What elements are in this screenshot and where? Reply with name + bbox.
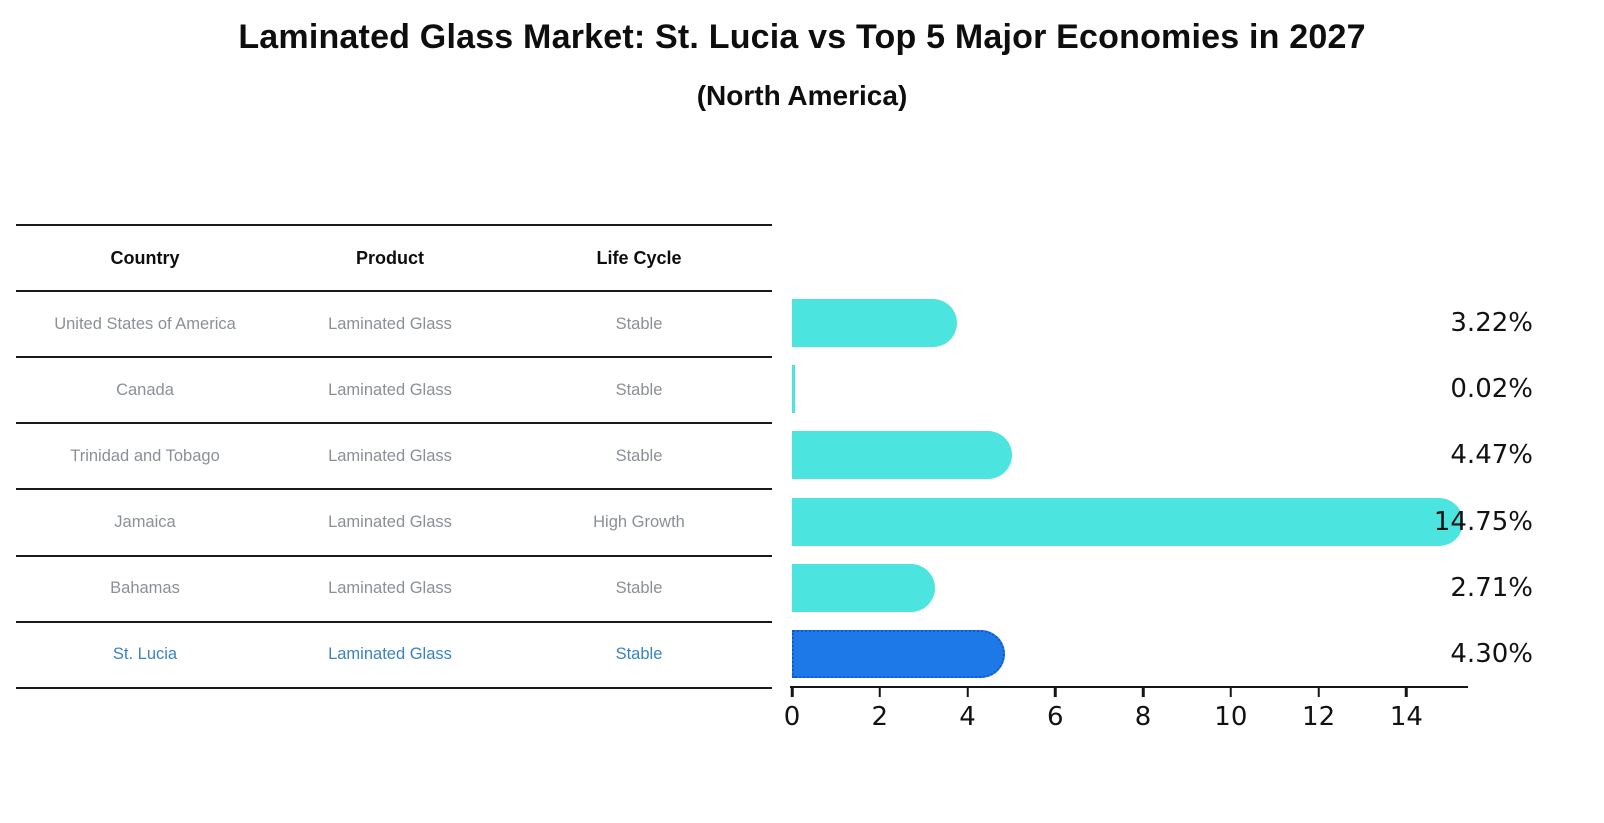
table-cell-life-cycle: Stable [615, 446, 663, 465]
table-cell-country: Jamaica [114, 513, 176, 532]
table-header-row: Country Product Life Cycle [16, 226, 772, 292]
x-axis-tick [1317, 688, 1320, 697]
table-cell-product: Laminated Glass [328, 314, 452, 333]
table-cell-product: Laminated Glass [328, 579, 452, 598]
table-cell-country: Canada [116, 380, 174, 399]
bar [792, 563, 936, 612]
table-header-country: Country [110, 247, 180, 268]
table-cell-life-cycle: Stable [615, 579, 663, 598]
table-header-life-cycle: Life Cycle [596, 247, 682, 268]
table-row: Jamaica Laminated Glass High Growth [16, 490, 772, 557]
x-axis-tick [1229, 688, 1233, 697]
table-cell-country: Bahamas [110, 579, 180, 598]
table-body: United States of America Laminated Glass S… [16, 292, 772, 689]
bar [792, 365, 795, 414]
x-axis-tick-label: 12 [1302, 702, 1336, 732]
x-axis-line [790, 685, 1468, 688]
table-cell-product: Laminated Glass [328, 446, 452, 465]
bar-highlight [792, 629, 1005, 678]
chart-title: Laminated Glass Market: St. Lucia vs Top… [238, 18, 1366, 56]
bar-value-label: 4.30% [1450, 638, 1533, 669]
table-cell-country: Trinidad and Tobago [70, 446, 220, 465]
x-axis-tick-label: 6 [1047, 702, 1064, 732]
table-cell-life-cycle: Stable [615, 645, 663, 664]
x-axis-tick-label: 14 [1389, 702, 1423, 732]
x-axis-tick-label: 8 [1134, 702, 1152, 732]
table-cell-product: Laminated Glass [328, 513, 452, 532]
table-row: Trinidad and Tobago Laminated Glass Stable [16, 424, 772, 491]
bar [792, 497, 1464, 546]
table-cell-product: Laminated Glass [328, 380, 452, 399]
table-cell-country: St. Lucia [112, 645, 178, 664]
table-row: Bahamas Laminated Glass Stable [16, 557, 772, 623]
bar-value-label: 3.22% [1450, 308, 1533, 338]
x-axis-tick [790, 688, 794, 697]
table-row: St. Lucia Laminated Glass Stable [16, 623, 772, 689]
table-cell-life-cycle: Stable [615, 314, 663, 333]
bar-value-label: 4.47% [1450, 440, 1533, 471]
x-axis-tick-label: 0 [783, 702, 801, 732]
x-axis-tick [966, 688, 969, 697]
bar [792, 299, 958, 348]
x-axis-tick [1054, 688, 1057, 697]
bar-value-label: 2.71% [1450, 572, 1533, 603]
x-axis-tick-label: 4 [959, 702, 976, 732]
bar-value-label: 0.02% [1450, 374, 1533, 405]
table-cell-life-cycle: Stable [615, 380, 663, 399]
table-cell-product: Laminated Glass [328, 645, 452, 664]
x-axis-tick-label: 2 [871, 702, 889, 732]
table-cell-country: United States of America [54, 314, 236, 333]
x-axis-tick-label: 10 [1214, 702, 1248, 732]
x-axis-tick [1405, 688, 1408, 697]
table-row: United States of America Laminated Glass S… [16, 292, 772, 359]
x-axis-tick [878, 688, 882, 697]
table-cell-life-cycle: High Growth [593, 513, 685, 532]
chart-subtitle: (North America) [696, 80, 908, 111]
table-row: Canada Laminated Glass Stable [16, 358, 772, 425]
x-axis-tick [1141, 688, 1145, 697]
data-table: Country Product Life Cycle United States… [16, 224, 772, 689]
table-header-product: Product [355, 247, 424, 268]
bar [792, 431, 1013, 480]
bar-value-label: 14.75% [1433, 506, 1533, 537]
